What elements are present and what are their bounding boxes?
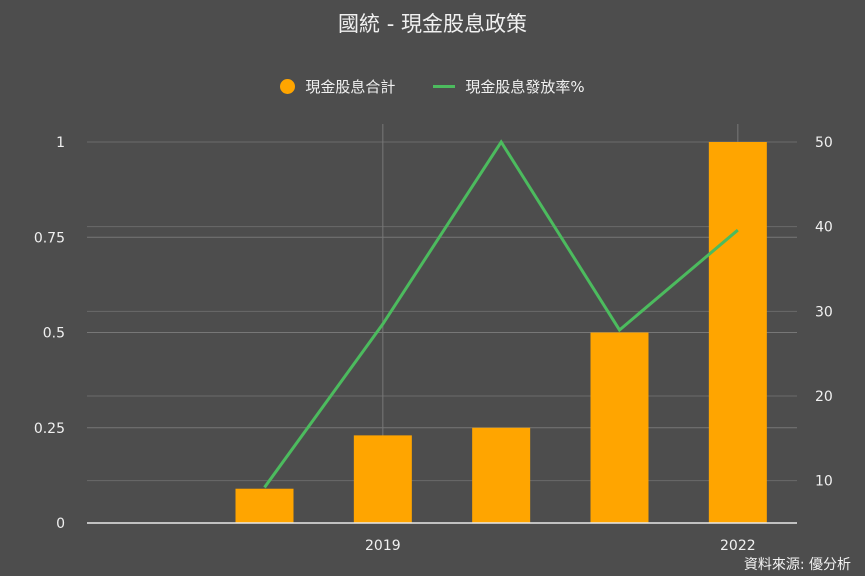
legend-item-line[interactable]: 現金股息發放率% bbox=[433, 76, 585, 97]
source-note: 資料來源: 優分析 bbox=[743, 557, 851, 573]
legend-label-line: 現金股息發放率% bbox=[465, 78, 585, 96]
line-series-payout-ratio bbox=[263, 139, 739, 489]
y-left-tick-label: 0 bbox=[56, 516, 65, 532]
x-tick-label: 2022 bbox=[720, 538, 756, 554]
y-right-tick-label: 10 bbox=[815, 474, 833, 490]
y-right-tick-label: 20 bbox=[815, 389, 833, 405]
chart-title: 國統 - 現金股息政策 bbox=[338, 12, 527, 36]
y-right-tick-label: 30 bbox=[815, 304, 833, 320]
x-tick-label: 2019 bbox=[365, 538, 401, 554]
bar-2020 bbox=[472, 427, 531, 523]
y-right-tick-label: 50 bbox=[815, 135, 833, 151]
bar-2018 bbox=[235, 488, 294, 523]
y-left-tick-label: 0.5 bbox=[43, 326, 65, 342]
legend-label-bar: 現金股息合計 bbox=[305, 78, 396, 96]
legend-dot-icon bbox=[280, 79, 296, 94]
y-right-tick-label: 40 bbox=[815, 220, 833, 236]
y-left-tick-label: 0.25 bbox=[34, 421, 65, 437]
bar-2021 bbox=[590, 332, 649, 523]
bar-2019 bbox=[353, 435, 412, 523]
y-left-tick-label: 1 bbox=[56, 135, 65, 151]
y-left-tick-label: 0.75 bbox=[34, 230, 65, 246]
legend-line-icon bbox=[433, 85, 456, 88]
chart-legend: 現金股息合計 現金股息發放率% bbox=[0, 76, 865, 97]
legend-item-bar[interactable]: 現金股息合計 bbox=[280, 76, 395, 97]
bar-2022 bbox=[708, 142, 767, 523]
